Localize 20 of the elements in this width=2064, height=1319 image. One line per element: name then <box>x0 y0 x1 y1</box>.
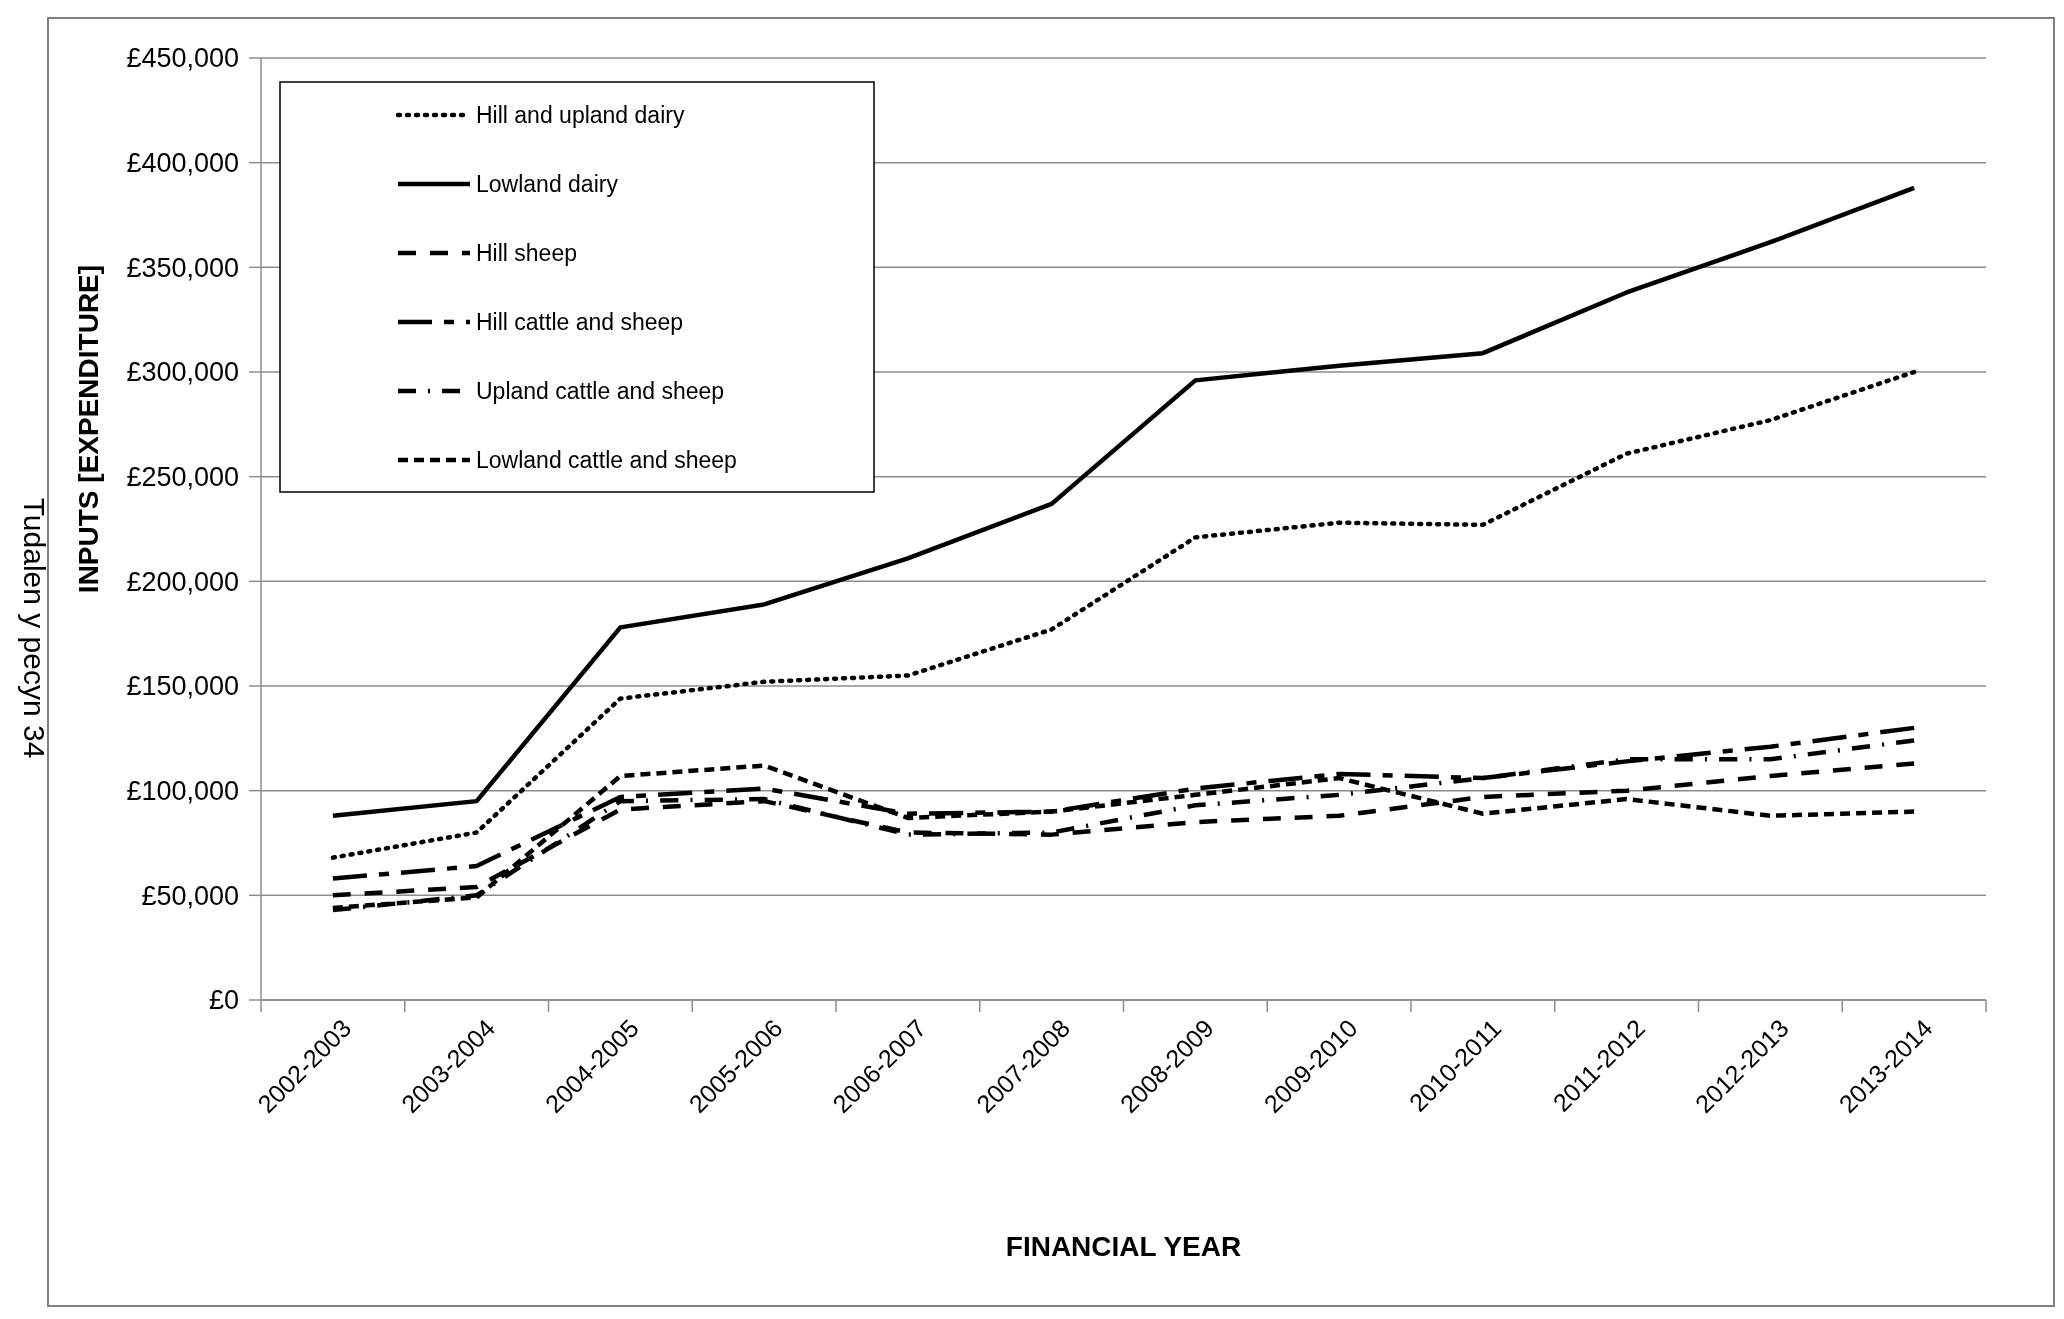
y-tick-label: £50,000 <box>141 880 239 911</box>
y-tick-label: £250,000 <box>126 462 239 493</box>
line-series <box>330 369 1917 860</box>
x-axis-title: FINANCIAL YEAR <box>1005 1231 1242 1262</box>
legend-label: Lowland dairy <box>476 171 619 198</box>
y-tick-label: £150,000 <box>126 671 239 702</box>
y-tick-label: £0 <box>208 985 239 1016</box>
y-tick-label: £450,000 <box>126 43 239 74</box>
y-tick-label: £350,000 <box>126 252 239 283</box>
y-tick-label: £100,000 <box>126 776 239 807</box>
legend-label: Hill cattle and sheep <box>476 309 684 336</box>
text: Tudalen y pecyn 34 <box>18 497 51 759</box>
legend-label: Upland cattle and sheep <box>476 378 725 405</box>
y-axis-title: INPUTS [EXPENDITURE] <box>73 264 104 594</box>
y-tick-label: £400,000 <box>126 148 239 179</box>
legend-label: Hill sheep <box>476 240 577 267</box>
legend-label: Lowland cattle and sheep <box>476 447 737 474</box>
y-tick-label: £200,000 <box>126 566 239 597</box>
legend-label: Hill and upland dairy <box>476 102 685 129</box>
y-tick-label: £300,000 <box>126 357 239 388</box>
